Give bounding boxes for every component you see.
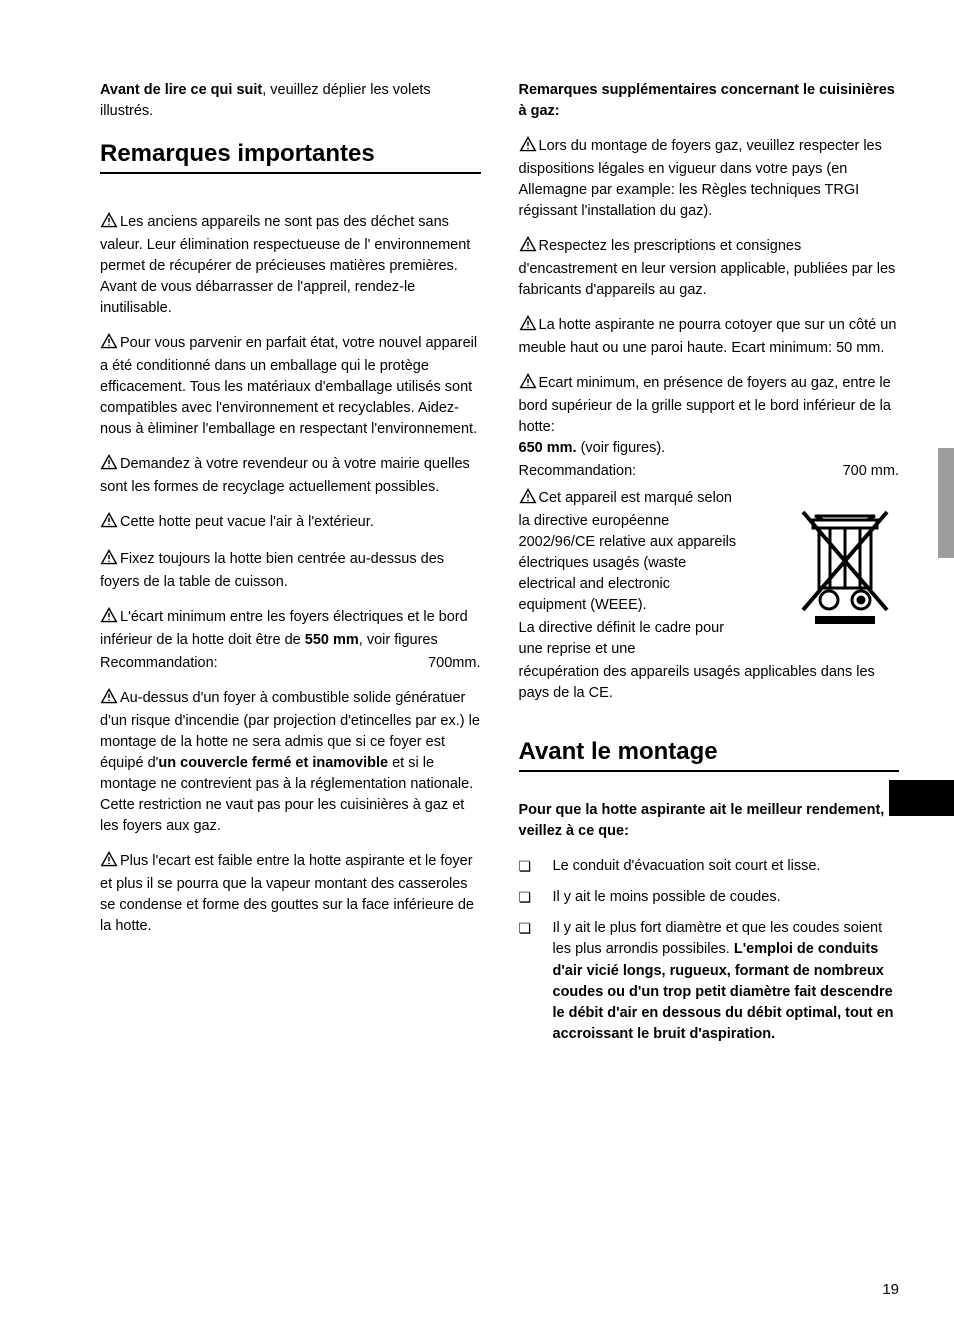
left-p5-text: Fixez toujours la hotte bien centrée au-… [100,551,444,590]
warning-icon [100,512,118,535]
left-p1-text: Les anciens appareils ne sont pas des dé… [100,214,470,316]
right-para-1: Lors du montage de foyers gaz, veuillez … [519,136,900,222]
left-p8-text: Plus l'ecart est faible entre la hotte a… [100,853,474,934]
bullet-3-text: Il y ait le plus fort diamètre et que le… [553,918,900,1044]
right-p5-text: Cet appareil est marqué selon la directi… [519,490,737,613]
weee-section: Cet appareil est marqué selon la directi… [519,488,900,660]
right-para-5b: La directive définit le cadre pour une r… [519,618,740,660]
bullet-item-1: ❏ Le conduit d'évacuation soit court et … [519,856,900,877]
right-para-6: récupération des appareils usagés applic… [519,662,900,704]
right-column: Remarques supplémentaires concernant le … [519,80,900,1055]
left-para-6: L'écart minimum entre les foyers électri… [100,607,481,651]
bullet-list: ❏ Le conduit d'évacuation soit court et … [519,856,900,1044]
warning-icon [519,315,537,338]
page-number: 19 [882,1281,899,1298]
heading-avant-montage: Avant le montage [519,738,900,772]
warning-icon [100,549,118,572]
right-subheading-gaz: Remarques supplémentaires concernant le … [519,80,900,122]
right-para-2: Respectez les prescriptions et consignes… [519,236,900,301]
left-p6-bold: 550 mm [305,632,359,648]
right-para-4: Ecart minimum, en présence de foyers au … [519,373,900,459]
warning-icon [100,333,118,356]
intro-paragraph: Avant de lire ce qui suit, veuillez dépl… [100,80,481,122]
left-para-1: Les anciens appareils ne sont pas des dé… [100,212,481,319]
bullet-item-2: ❏ Il y ait le moins possible de coudes. [519,887,900,908]
right-reco-value: 700 mm. [843,461,899,482]
left-p3-text: Demandez à votre revendeur ou à votre ma… [100,456,470,495]
warning-icon [100,607,118,630]
bullet-1-text: Le conduit d'évacuation soit court et li… [553,856,900,877]
left-p7-bold: un couvercle fermé et inamovible [158,755,388,771]
bullet-2-text: Il y ait le moins possible de coudes. [553,887,900,908]
black-redaction-tab [889,780,954,816]
left-para-5: Fixez toujours la hotte bien centrée au-… [100,549,481,593]
right-p1-text: Lors du montage de foyers gaz, veuillez … [519,138,882,219]
left-p2-text: Pour vous parvenir en parfait état, votr… [100,335,477,437]
weee-bin-icon [785,498,915,633]
right-p2-text: Respectez les prescriptions et consignes… [519,238,896,298]
left-p4-text: Cette hotte peut vacue l'air à l'extérie… [120,514,374,530]
bullet-item-3: ❏ Il y ait le plus fort diamètre et que … [519,918,900,1044]
heading-remarques-importantes: Remarques importantes [100,140,481,174]
left-para-8: Plus l'ecart est faible entre la hotte a… [100,851,481,937]
left-para-2: Pour vous parvenir en parfait état, votr… [100,333,481,440]
left-para-3: Demandez à votre revendeur ou à votre ma… [100,454,481,498]
bullet-marker-icon: ❏ [519,887,553,908]
right-p4a-text: Ecart minimum, en présence de foyers au … [519,375,891,435]
left-recommandation-row: Recommandation: 700mm. [100,653,481,674]
warning-icon [100,212,118,235]
intro-bold: Avant de lire ce qui suit [100,82,262,98]
bullet-marker-icon: ❏ [519,856,553,877]
left-column: Avant de lire ce qui suit, veuillez dépl… [100,80,481,1055]
right-reco-label: Recommandation: [519,461,637,482]
warning-icon [519,136,537,159]
right-para-5: Cet appareil est marqué selon la directi… [519,488,740,616]
right-p4b-text: (voir figures). [577,440,666,456]
left-reco-label: Recommandation: [100,653,218,674]
warning-icon [519,373,537,396]
warning-icon [519,488,537,511]
bullet-marker-icon: ❏ [519,918,553,1044]
warning-icon [100,454,118,477]
warning-icon [519,236,537,259]
right-subheading-rendement: Pour que la hotte aspirante ait le meill… [519,800,900,842]
right-para-3: La hotte aspirante ne pourra cotoyer que… [519,315,900,359]
left-reco-value: 700mm. [428,653,480,674]
left-para-7: Au-dessus d'un foyer à combustible solid… [100,688,481,837]
two-column-layout: Avant de lire ce qui suit, veuillez dépl… [100,80,899,1055]
right-p4-bold: 650 mm. [519,440,577,456]
page-edge-tab [938,448,954,558]
left-para-4: Cette hotte peut vacue l'air à l'extérie… [100,512,481,535]
left-p6b-text: , voir figures [359,632,438,648]
right-recommandation-row: Recommandation: 700 mm. [519,461,900,482]
warning-icon [100,851,118,874]
right-p3-text: La hotte aspirante ne pourra cotoyer que… [519,317,897,356]
warning-icon [100,688,118,711]
